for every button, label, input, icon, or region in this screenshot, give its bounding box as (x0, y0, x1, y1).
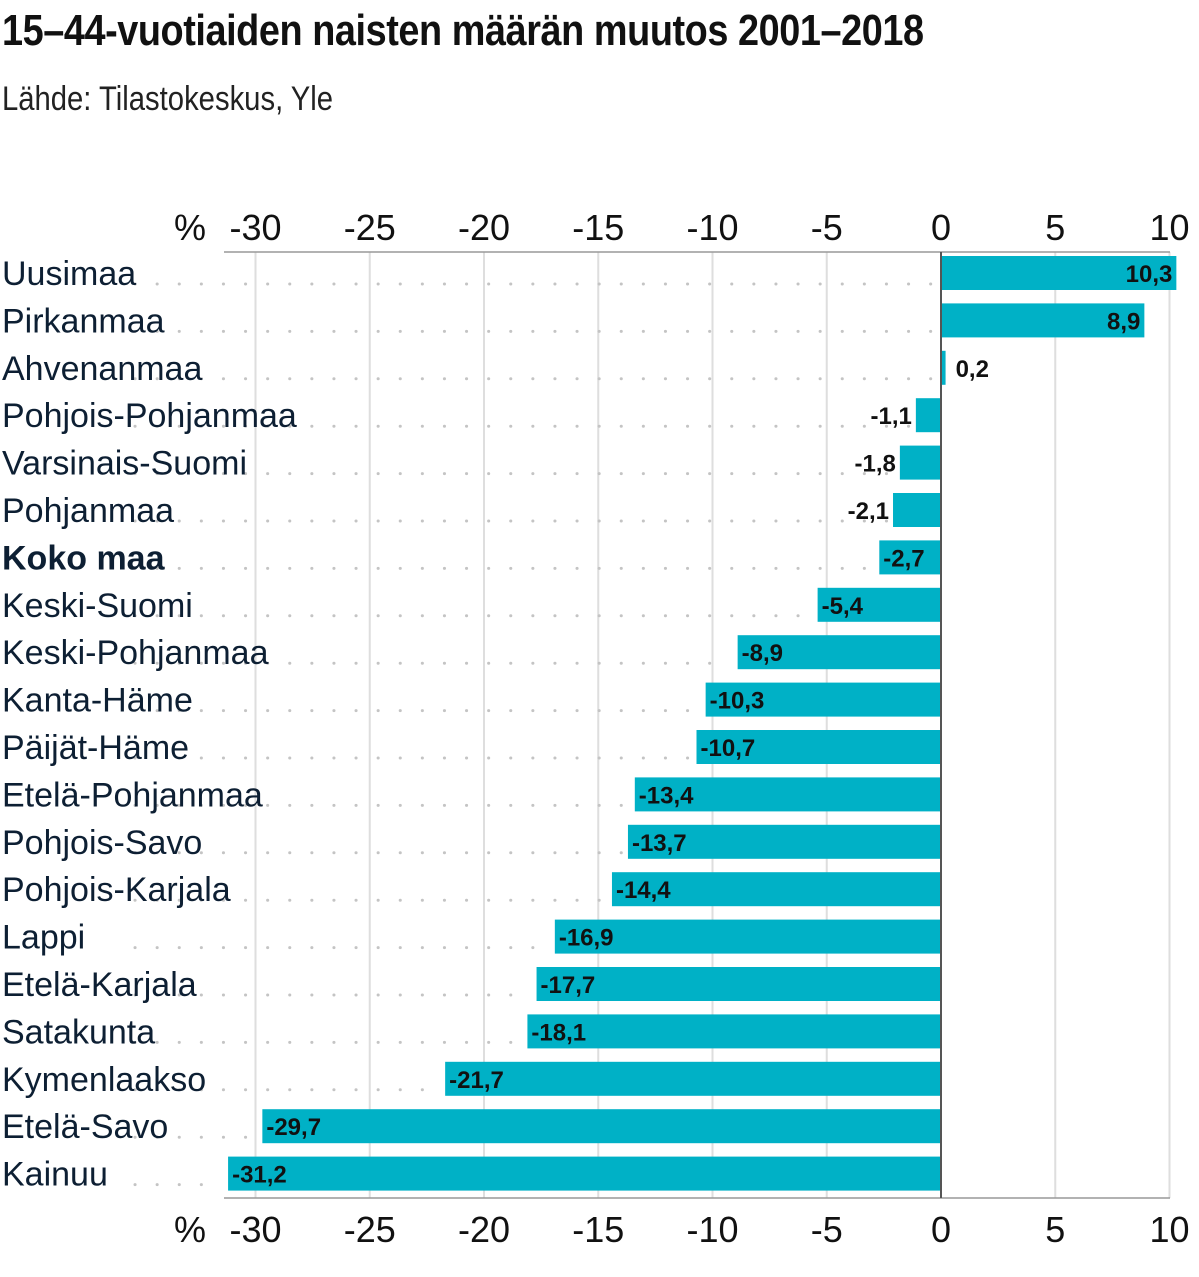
value-label: 10,3 (1126, 261, 1173, 288)
bar-uusimaa (941, 256, 1177, 290)
value-label: 8,9 (1107, 308, 1140, 335)
category-label: Ahvenanmaa (2, 350, 202, 388)
category-label: Lappi (2, 919, 85, 957)
bar-kanta-häme (705, 682, 941, 717)
bottom-tick-label: 0 (931, 1209, 951, 1250)
bar-päijät-häme (696, 730, 941, 764)
top-tick-label: -10 (686, 207, 738, 248)
top-tick-label: -25 (344, 207, 396, 248)
bars-layer (228, 256, 1177, 1191)
category-label: Uusimaa (2, 255, 136, 293)
value-label: -2,7 (883, 545, 924, 572)
bar-koko-maa (879, 540, 941, 575)
value-label: -16,9 (559, 925, 614, 952)
bar-pirkanmaa (941, 303, 1145, 338)
axis-layer: -30 -25 -20 -15 -10 -5 0 5 10% -30 -25 -20 -15 -10 -5 0… (174, 207, 1190, 1250)
category-label: Pohjois-Pohjanmaa (2, 397, 297, 435)
bar-kainuu (228, 1156, 941, 1191)
bar-pohjois-pohjanmaa (915, 398, 941, 433)
value-label: -10,7 (701, 735, 756, 762)
category-label: Pohjois-Karjala (2, 871, 231, 909)
category-label: Etelä-Karjala (2, 966, 197, 1004)
bar-etelä-savo (262, 1109, 942, 1144)
labels-layer: Uusimaa 10,3 Pirkanmaa 8,9 Ahvenanmaa 0,2 Pohj… (2, 255, 1172, 1194)
value-label: -1,8 (855, 451, 896, 478)
top-tick-label: -15 (572, 207, 624, 248)
top-tick-label: -5 (811, 207, 843, 248)
top-tick-label: 10 (1149, 207, 1189, 248)
bottom-tick-label: -30 (229, 1209, 281, 1250)
bar-pohjois-savo (627, 824, 941, 859)
value-label: -31,2 (232, 1162, 287, 1189)
category-label: Kymenlaakso (2, 1061, 206, 1099)
bar-satakunta (527, 1014, 941, 1049)
grid-layer (254, 252, 1171, 1198)
top-unit-label: % (174, 207, 206, 248)
chart-source: Lähde: Tilastokeskus, Yle (2, 80, 334, 118)
bottom-tick-label: 10 (1149, 1209, 1189, 1250)
value-label: -29,7 (266, 1114, 321, 1141)
value-label: 0,2 (956, 356, 989, 383)
top-tick-label: -30 (229, 207, 281, 248)
bottom-tick-label: -5 (811, 1209, 843, 1250)
category-label: Varsinais-Suomi (2, 445, 247, 483)
bar-etelä-pohjanmaa (634, 777, 941, 812)
category-label: Etelä-Savo (2, 1108, 168, 1146)
value-label: -18,1 (531, 1019, 586, 1046)
value-label: -17,7 (541, 972, 596, 999)
category-label: Keski-Suomi (2, 587, 193, 625)
value-label: -2,1 (848, 498, 889, 525)
value-label: -14,4 (616, 877, 671, 904)
category-label: Päijät-Häme (2, 729, 189, 767)
value-label: -13,7 (632, 830, 687, 857)
bottom-tick-label: -10 (686, 1209, 738, 1250)
top-tick-label: 0 (931, 207, 951, 248)
category-label: Kanta-Häme (2, 682, 193, 720)
bar-pohjanmaa (893, 493, 941, 527)
bar-etelä-karjala (536, 967, 941, 1001)
leader-dots-layer (133, 282, 937, 1187)
value-label: -13,4 (639, 782, 694, 809)
value-label: -8,9 (742, 640, 783, 667)
bottom-unit-label: % (174, 1209, 206, 1250)
bar-kymenlaakso (445, 1061, 941, 1096)
bottom-tick-label: -25 (344, 1209, 396, 1250)
bar-varsinais-suomi (899, 445, 941, 480)
bar-keski-suomi (817, 587, 941, 622)
category-label: Koko maa (2, 539, 166, 577)
bar-lappi (554, 919, 941, 954)
category-label: Etelä-Pohjanmaa (2, 776, 263, 814)
bar-pohjois-karjala (611, 872, 941, 907)
bottom-tick-label: -15 (572, 1209, 624, 1250)
category-label: Pohjanmaa (2, 492, 174, 530)
chart-title: 15–44-vuotiaiden naisten määrän muutos 2… (2, 6, 924, 55)
value-label: -21,7 (449, 1067, 504, 1094)
value-label: -1,1 (871, 403, 912, 430)
bottom-tick-label: -20 (458, 1209, 510, 1250)
category-label: Keski-Pohjanmaa (2, 634, 269, 672)
category-label: Satakunta (2, 1013, 155, 1051)
category-label: Kainuu (2, 1156, 108, 1194)
category-label: Pohjois-Savo (2, 824, 202, 862)
bar-ahvenanmaa (941, 350, 946, 385)
category-label: Pirkanmaa (2, 302, 165, 340)
value-label: -10,3 (710, 688, 765, 715)
top-tick-label: 5 (1045, 207, 1065, 248)
top-tick-label: -20 (458, 207, 510, 248)
value-label: -5,4 (822, 593, 864, 620)
bottom-tick-label: 5 (1045, 1209, 1065, 1250)
bar-keski-pohjanmaa (737, 635, 941, 670)
